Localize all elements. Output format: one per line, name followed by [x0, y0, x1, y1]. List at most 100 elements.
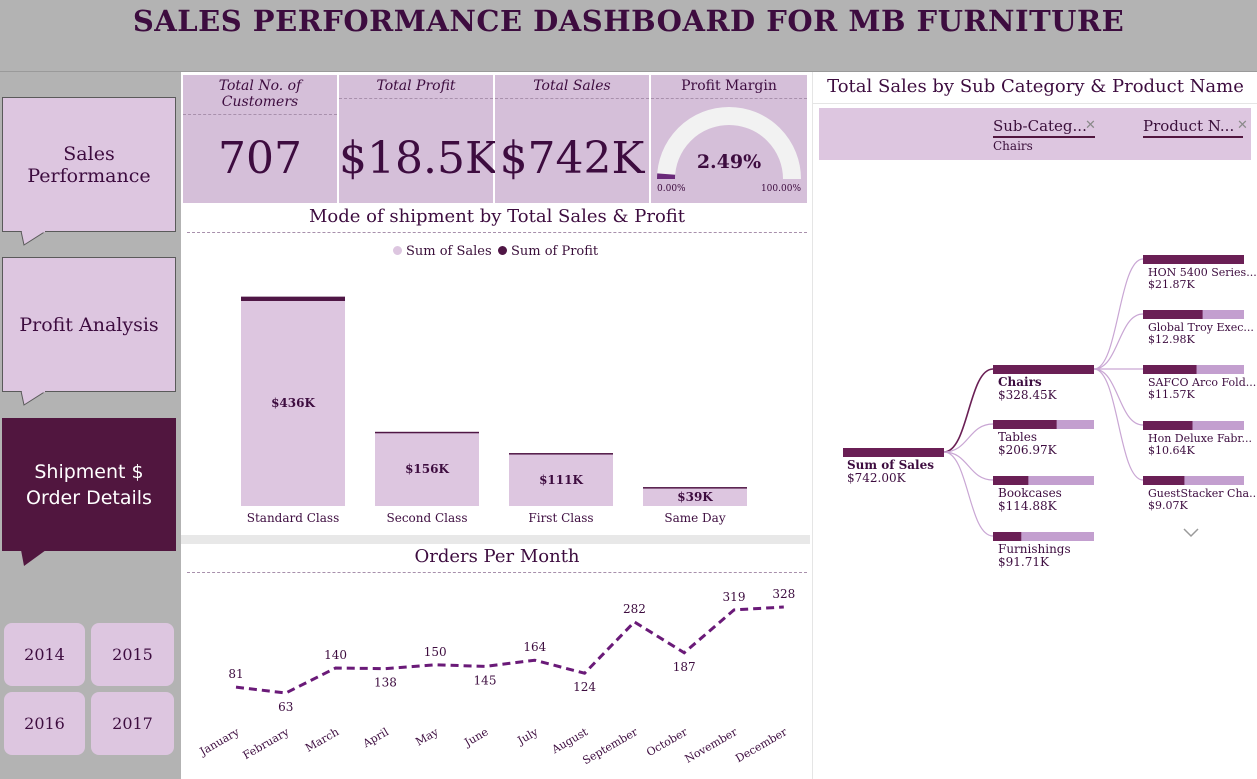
subcategory-label: Tables — [998, 430, 1037, 444]
product-bar[interactable] — [1143, 421, 1193, 430]
header-bar — [0, 0, 1257, 72]
kpi-value: 707 — [218, 133, 302, 184]
nav-profit-analysis-button[interactable]: Profit Analysis — [2, 257, 176, 392]
year-2017-button[interactable]: 2017 — [91, 692, 174, 755]
year-2014-button[interactable]: 2014 — [4, 623, 85, 686]
profit-bar[interactable] — [375, 431, 479, 434]
year-2016-button[interactable]: 2016 — [4, 692, 85, 755]
tree-connector — [1093, 368, 1144, 481]
subcategory-value: $114.88K — [998, 499, 1058, 513]
point-data-label: 282 — [623, 602, 646, 616]
sales-bar[interactable] — [241, 300, 345, 506]
point-data-label: 187 — [673, 660, 696, 674]
product-bar[interactable] — [1143, 365, 1197, 374]
subcategory-bar[interactable] — [993, 365, 1094, 374]
point-data-label: 81 — [228, 667, 243, 681]
product-bar[interactable] — [1143, 310, 1203, 319]
profit-bar[interactable] — [643, 487, 747, 489]
year-label: 2016 — [24, 714, 65, 733]
close-icon[interactable]: ✕ — [1237, 118, 1248, 133]
speech-tail-icon — [20, 231, 47, 246]
kpi-card-sales: Total Sales $742K — [495, 75, 649, 203]
nav-shipment-order-details-button[interactable]: Shipment $ Order Details — [2, 418, 176, 551]
orders-chart-title: Orders Per Month — [187, 546, 807, 573]
product-bar[interactable] — [1143, 476, 1185, 485]
product-label: GuestStacker Cha... — [1148, 487, 1257, 500]
tree-connector — [1093, 368, 1144, 426]
product-label: HON 5400 Series... — [1148, 266, 1257, 279]
decomposition-tree: Sum of Sales$742.00K Chairs$328.45K Tables… — [843, 255, 1257, 569]
filter-product-name[interactable]: Product N... — [1143, 117, 1243, 138]
shipment-bar-chart: $436K Standard Class $156K Second Class $111… — [241, 296, 747, 525]
kpi-label: Total Profit — [339, 78, 493, 99]
x-tick-label: August — [549, 725, 591, 757]
tree-connector — [943, 368, 994, 453]
subcategory-label: Furnishings — [998, 542, 1071, 556]
product-bar[interactable] — [1143, 255, 1244, 264]
sales-bar[interactable] — [643, 487, 747, 506]
root-bar[interactable] — [843, 448, 944, 457]
year-2015-button[interactable]: 2015 — [91, 623, 174, 686]
filter-subcategory-label: Sub-Categ... — [993, 117, 1087, 135]
product-value: $21.87K — [1148, 278, 1195, 291]
subcategory-label: Bookcases — [998, 486, 1062, 500]
x-tick-label: March — [303, 725, 341, 754]
sales-bar[interactable] — [375, 432, 479, 506]
profit-bar[interactable] — [241, 296, 345, 301]
chevron-down-icon[interactable] — [1183, 528, 1199, 538]
kpi-card-profit-margin: Profit Margin 2.49% 0.00% 100.00% — [651, 75, 807, 203]
shipment-chart-panel: Mode of shipment by Total Sales & Profit… — [181, 203, 810, 536]
orders-line-chart: 81 63 140 138 150 145 164 124 282 187 319 328 Januar… — [197, 587, 796, 767]
x-tick-label: September — [580, 725, 640, 767]
product-bar-track[interactable] — [1143, 476, 1244, 485]
legend-sales-label: Sum of Sales — [405, 244, 492, 259]
tree-connector — [943, 451, 994, 537]
x-tick-label: June — [461, 725, 490, 749]
product-bar-track[interactable] — [1143, 421, 1244, 430]
tree-connector — [1093, 313, 1144, 370]
subcategory-bar-track[interactable] — [993, 532, 1094, 541]
tree-connector — [943, 451, 994, 481]
x-tick-label: First Class — [528, 511, 593, 525]
product-label: SAFCO Arco Fold... — [1148, 376, 1256, 389]
nav-profit-analysis-label: Profit Analysis — [19, 313, 159, 336]
product-label: Hon Deluxe Fabr... — [1148, 432, 1252, 445]
kpi-value: $742K — [499, 133, 645, 184]
root-value: $742.00K — [847, 471, 907, 485]
subcategory-bar[interactable] — [993, 532, 1022, 541]
bar-data-label: $436K — [271, 396, 315, 410]
close-icon[interactable]: ✕ — [1085, 118, 1096, 133]
nav-sales-performance-button[interactable]: Sales Performance — [2, 97, 176, 232]
point-data-label: 140 — [324, 648, 347, 662]
shipment-chart-legend: Sum of Sales Sum of Profit — [181, 244, 810, 259]
kpi-label: Total Sales — [495, 78, 649, 99]
shipment-chart-title: Mode of shipment by Total Sales & Profit — [187, 206, 807, 233]
x-tick-label: February — [241, 725, 292, 762]
gauge-track — [657, 107, 801, 180]
x-tick-label: December — [733, 725, 790, 765]
kpi-label: Profit Margin — [651, 78, 807, 99]
nav-shipment-order-details-label: Shipment $ Order Details — [26, 460, 152, 509]
bar-data-label: $39K — [677, 490, 713, 504]
x-tick-label: Same Day — [664, 511, 725, 525]
subcategory-bar[interactable] — [993, 420, 1057, 429]
profit-bar[interactable] — [509, 453, 613, 455]
gauge-max-label: 100.00% — [761, 184, 801, 194]
orders-series-line[interactable] — [235, 605, 784, 695]
filter-subcategory[interactable]: Sub-Categ... — [993, 117, 1095, 138]
subcategory-bar[interactable] — [993, 476, 1029, 485]
product-value: $9.07K — [1148, 499, 1188, 512]
product-label: Global Troy Exec... — [1148, 321, 1254, 334]
speech-tail-icon — [20, 391, 47, 406]
point-data-label: 145 — [474, 673, 497, 687]
subcategory-bar-track[interactable] — [993, 476, 1094, 485]
x-tick-label: Standard Class — [247, 511, 339, 525]
point-data-label: 63 — [278, 700, 293, 714]
bar-data-label: $111K — [539, 473, 583, 487]
nav-sales-performance-label: Sales Performance — [27, 142, 151, 187]
sales-bar[interactable] — [509, 453, 613, 506]
product-value: $10.64K — [1148, 444, 1195, 457]
speech-tail-icon — [21, 550, 46, 566]
kpi-card-customers: Total No. of Customers 707 — [183, 75, 337, 203]
subcategory-value: $206.97K — [998, 443, 1058, 457]
